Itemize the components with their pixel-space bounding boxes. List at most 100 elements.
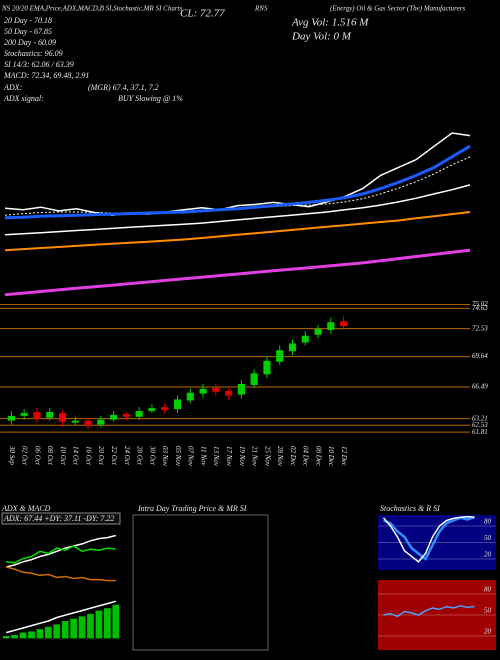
histogram-bar [103,608,111,639]
x-tick-label: 28 Nov [276,446,284,467]
y-tick-label: 20 [484,628,492,636]
histogram-bar [53,624,61,639]
subtitle-box [1,512,121,525]
x-tick-label: 30 Oct [148,445,156,466]
x-tick-label: 11 Nov [199,446,207,466]
histogram-bar [28,631,35,639]
moving-average-line [4,184,471,236]
histogram-bar [112,604,120,639]
stochastics-label: Stochastics: 96.09 [4,49,63,58]
x-tick-label: 19 Nov [238,446,246,467]
indicator-line [6,566,116,582]
indicator-line [383,605,475,618]
histogram-bar [19,632,27,639]
intraday-box [132,514,269,651]
candle-body [340,321,348,327]
x-tick-label: 07 Nov [187,446,195,467]
candle-body [110,414,118,420]
candle-body [97,419,105,425]
moving-average-line [4,248,471,297]
indicator-line [6,600,116,634]
x-tick-label: 02 Oct [21,446,29,466]
histogram-bar [70,618,78,639]
candle-body [263,360,271,375]
indicator-line [382,515,475,563]
x-tick-label: 05 Nov [174,446,182,467]
candle-body [237,384,245,395]
histogram-bar [11,634,19,639]
candle-body [225,390,233,396]
candle-body [33,412,41,419]
moving-average-line [4,144,471,220]
x-tick-label: 08 Oct [46,446,54,466]
adx-value: (MGR) 67.4, 37.1, 7.2 [88,83,159,92]
level-label: 63.21 [472,414,488,422]
level-label: 72.53 [472,324,488,332]
intraday-title: Intra Day Trading Price & MR SI [137,504,247,513]
x-tick-label: 06 Oct [33,446,41,466]
si-label: SI 14/3: 62.06 / 63.39 [4,60,74,69]
y-tick-label: 20 [484,551,492,559]
avg-volume: Avg Vol: 1.516 M [291,17,369,29]
x-tick-label: 25 Nov [263,446,271,467]
indicator-line [383,516,475,561]
x-tick-label: 12 Dec [340,446,348,467]
level-label: 66.49 [472,383,488,391]
histogram-bar [78,616,86,639]
adx-label: ADX: [3,83,23,92]
level-label: 62.53 [472,421,488,429]
candle-body [186,392,194,401]
candle-body [7,415,15,421]
candle-body [250,373,258,385]
candle-body [84,420,92,426]
candle-body [20,412,28,416]
candle-body [276,350,284,362]
moving-average-line [4,132,471,216]
candle-body [71,420,79,423]
x-tick-label: 22 Oct [110,446,118,466]
x-tick-label: 04 Dec [302,446,310,467]
x-tick-label: 28 Oct [136,446,144,466]
histogram-bar [95,610,103,639]
candle-body [327,322,335,330]
candle-body [212,387,220,392]
candle-body [135,411,143,417]
candle-body [122,413,130,417]
candle-body [301,335,309,343]
x-tick-label: 21 Nov [251,446,259,467]
x-tick-label: 08 Dec [314,446,322,467]
panel-title: Stochastics & R SI [380,504,440,513]
candle-body [173,399,182,410]
indicator-line [6,534,116,568]
level-label: 69.64 [472,352,488,360]
candle-body [46,412,54,418]
x-tick-label: 16 Oct [84,446,92,466]
x-tick-label: 24 Oct [123,446,131,466]
histogram-bar [44,626,52,639]
sector: (Energy) Oil & Gas Sector (The) Manufact… [330,5,465,13]
candle-body [58,412,67,422]
signal-value: BUY Slowing @ 1% [118,94,183,103]
x-tick-label: 20 Oct [97,446,105,466]
candle-body [314,328,322,335]
panel-subtitle: ADX: 67.44 +DY: 37.11 -DY: 7.22 [3,514,114,523]
x-tick-label: 03 Nov [161,446,169,467]
level-label: 74.63 [472,304,488,312]
symbol: RNS [254,5,268,13]
histogram-bar [87,614,94,639]
moving-average-line [4,211,471,252]
y-tick-label: 80 [484,518,492,526]
x-tick-label: 14 Oct [72,446,80,466]
y-tick-label: 50 [484,607,492,615]
candle-body [161,407,169,411]
y-tick-label: 80 [484,586,492,594]
x-tick-label: 17 Nov [225,446,233,467]
histogram-bar [36,629,44,639]
close-price: CL: 72.77 [180,8,225,20]
level-label: 75.02 [472,300,488,308]
x-tick-label: 30 Sep [8,445,16,465]
day-volume: Day Vol: 0 M [291,31,352,43]
candle-body [199,388,207,394]
x-tick-label: 10 Oct [59,446,67,466]
